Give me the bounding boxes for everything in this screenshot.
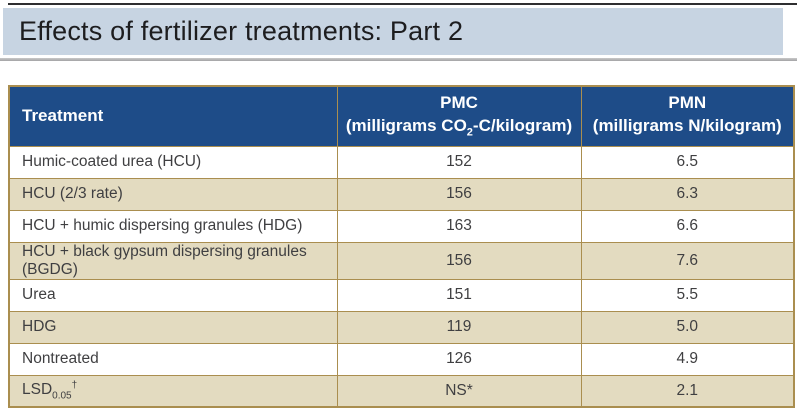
pmc-value-cell: 152 (336, 145, 582, 179)
table-row: LSD0.05† NS* 2.1 (8, 374, 795, 408)
fertilizer-treatments-table: Treatment PMC (milligrams CO2-C/kilogram… (8, 85, 795, 408)
pmn-value-cell: 4.9 (580, 342, 795, 376)
pmc-value-cell: NS* (336, 374, 582, 408)
treatment-cell: HCU + humic dispersing granules (HDG) (8, 209, 338, 243)
header-row: Treatment PMC (milligrams CO2-C/kilogram… (8, 85, 795, 147)
pmc-value-cell: 156 (336, 177, 582, 211)
pmn-value-cell: 6.5 (580, 145, 795, 179)
pmc-value-cell: 151 (336, 278, 582, 312)
table-row: Humic-coated urea (HCU) 152 6.5 (8, 145, 795, 179)
pmc-header-line2: (milligrams CO2-C/kilogram) (345, 116, 573, 139)
treatment-cell: HDG (8, 310, 338, 344)
pmn-value-cell: 6.6 (580, 209, 795, 243)
table-row: HCU (2/3 rate) 156 6.3 (8, 177, 795, 211)
pmc-value-cell: 156 (336, 241, 582, 280)
column-header-treatment: Treatment (8, 85, 338, 147)
pmc-header-line1: PMC (440, 93, 478, 113)
table-row: HCU + black gypsum dispersing granules (… (8, 241, 795, 280)
treatment-cell: HCU + black gypsum dispersing granules (… (8, 241, 338, 280)
treatment-cell: Nontreated (8, 342, 338, 376)
page-title: Effects of fertilizer treatments: Part 2 (19, 16, 464, 46)
pmn-value-cell: 2.1 (580, 374, 795, 408)
table-row: HCU + humic dispersing granules (HDG) 163… (8, 209, 795, 243)
column-header-pmc: PMC (milligrams CO2-C/kilogram) (336, 85, 582, 147)
title-divider (0, 58, 797, 61)
table-header: Treatment PMC (milligrams CO2-C/kilogram… (8, 85, 795, 147)
pmn-value-cell: 6.3 (580, 177, 795, 211)
pmc-value-cell: 119 (336, 310, 582, 344)
title-bar: Effects of fertilizer treatments: Part 2 (3, 8, 783, 55)
table-row: HDG 119 5.0 (8, 310, 795, 344)
pmc-value-cell: 126 (336, 342, 582, 376)
top-rule (8, 3, 797, 5)
pmn-value-cell: 5.0 (580, 310, 795, 344)
pmc-value-cell: 163 (336, 209, 582, 243)
treatment-cell: HCU (2/3 rate) (8, 177, 338, 211)
treatment-cell: Humic-coated urea (HCU) (8, 145, 338, 179)
column-header-pmn: PMN (milligrams N/kilogram) (580, 85, 795, 147)
table-row: Nontreated 126 4.9 (8, 342, 795, 376)
table-body: Humic-coated urea (HCU) 152 6.5 HCU (2/3 ra… (8, 145, 795, 408)
table-row: Urea 151 5.5 (8, 278, 795, 312)
pmn-header-line2: (milligrams N/kilogram) (592, 116, 782, 136)
pmn-value-cell: 7.6 (580, 241, 795, 280)
treatment-cell: LSD0.05† (8, 374, 338, 408)
treatment-cell: Urea (8, 278, 338, 312)
pmn-value-cell: 5.5 (580, 278, 795, 312)
pmn-header-line1: PMN (668, 93, 707, 113)
